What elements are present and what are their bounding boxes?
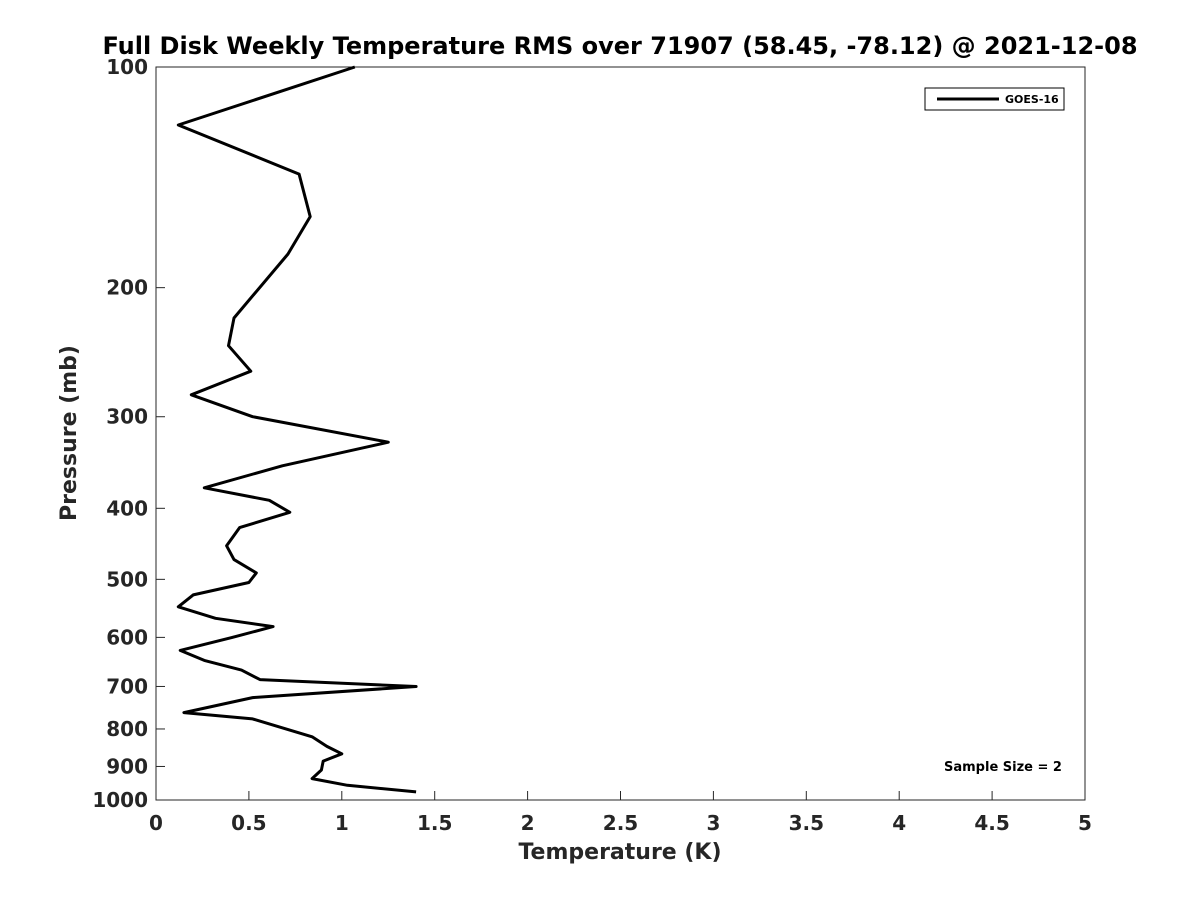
chart-title: Full Disk Weekly Temperature RMS over 71… <box>102 32 1137 60</box>
x-tick-label: 4 <box>892 811 906 835</box>
y-tick-label: 100 <box>106 55 148 79</box>
legend-label: GOES-16 <box>1005 93 1059 106</box>
y-tick-label: 700 <box>106 674 148 698</box>
y-tick-label: 900 <box>106 754 148 778</box>
x-tick-label: 1.5 <box>417 811 452 835</box>
x-tick-label: 5 <box>1078 811 1092 835</box>
x-axis-label: Temperature (K) <box>518 840 721 865</box>
legend: GOES-16 <box>924 87 1065 111</box>
x-tick-label: 4.5 <box>974 811 1009 835</box>
y-axis: 100 200 300 400 500 600 700 800 900 1000 <box>92 55 165 812</box>
x-tick-label: 3.5 <box>789 811 824 835</box>
y-tick-label: 200 <box>106 276 148 300</box>
y-tick-label: 800 <box>106 717 148 741</box>
y-axis-label: Pressure (mb) <box>57 345 82 521</box>
x-tick-label: 0.5 <box>231 811 266 835</box>
sample-size-annotation: Sample Size = 2 <box>944 760 1062 775</box>
x-axis: 0 0.5 1 1.5 2 2.5 3 3.5 4 4.5 5 <box>149 791 1092 835</box>
x-tick-label: 0 <box>149 811 163 835</box>
x-tick-label: 2.5 <box>603 811 638 835</box>
plot-area <box>155 66 1086 801</box>
y-tick-label: 500 <box>106 567 148 591</box>
series-line-goes-16 <box>176 65 418 794</box>
x-tick-label: 2 <box>521 811 535 835</box>
x-tick-label: 1 <box>335 811 349 835</box>
x-tick-label: 3 <box>706 811 720 835</box>
y-tick-label: 600 <box>106 625 148 649</box>
y-tick-label: 1000 <box>92 788 148 812</box>
y-tick-label: 300 <box>106 405 148 429</box>
y-tick-label: 400 <box>106 496 148 520</box>
